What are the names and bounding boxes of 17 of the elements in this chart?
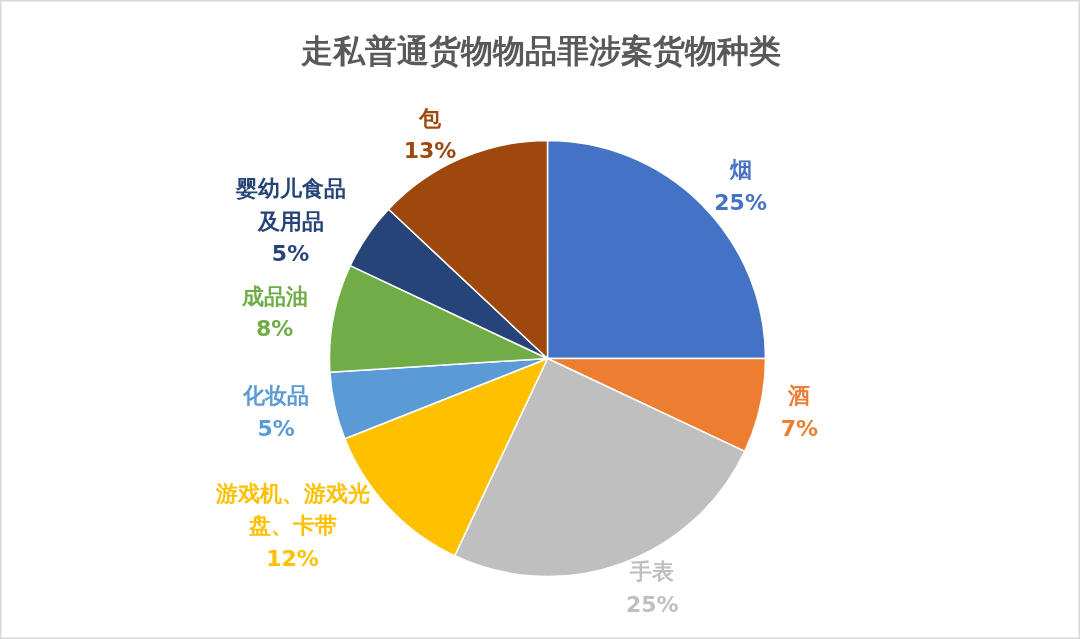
slice-label: 酒 bbox=[787, 383, 811, 409]
data-label: 25% bbox=[625, 591, 679, 617]
slice-label: 婴幼儿食品及用品 bbox=[234, 176, 346, 234]
data-label: 5% bbox=[257, 415, 295, 441]
slice-label: 游戏机、游戏光盘、卡带 bbox=[214, 480, 370, 539]
data-label: 7% bbox=[780, 415, 819, 441]
data-label: 8% bbox=[255, 316, 294, 342]
data-label: 25% bbox=[714, 189, 767, 215]
slice-label: 包 bbox=[418, 105, 443, 131]
slice-label: 烟 bbox=[728, 157, 752, 183]
data-label: 5% bbox=[271, 241, 310, 267]
slice-label: 化妆品 bbox=[242, 383, 310, 409]
slice-label: 手表 bbox=[629, 559, 675, 585]
slice-label: 成品油 bbox=[240, 284, 308, 309]
data-label: 13% bbox=[403, 138, 457, 164]
chart-title: 走私普通货物物品罪涉案货物种类 bbox=[299, 31, 781, 70]
data-label: 12% bbox=[266, 545, 319, 571]
